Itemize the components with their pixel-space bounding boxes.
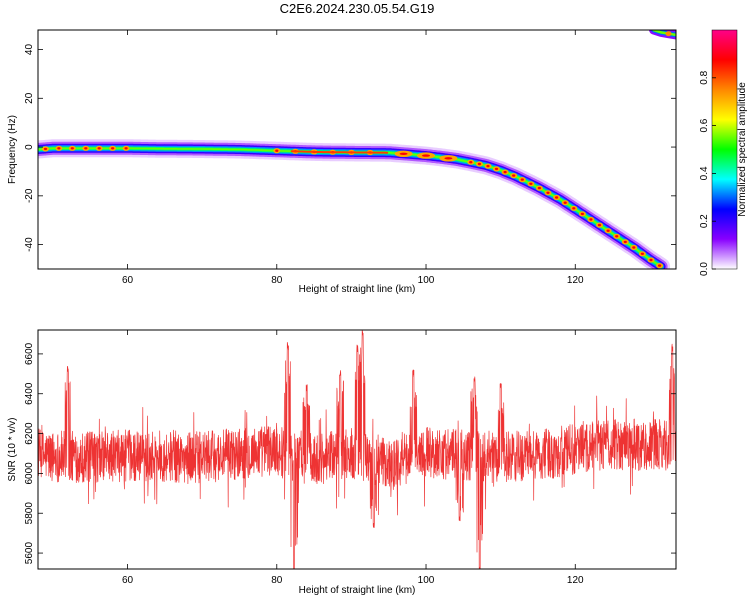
y-tick-label: 6000 [24, 462, 35, 485]
spectrogram-peak-core [43, 147, 48, 151]
spectrogram-peak-core [494, 167, 499, 171]
y-tick-label: -20 [24, 188, 35, 203]
x-tick-label: 60 [122, 275, 134, 286]
spectrogram-marks [38, 30, 676, 269]
spectrogram-panel: 60 80 100 120 -40 -20 0 20 40 Height of straight… [7, 29, 677, 295]
chart-title: C2E6.2024.230.05.54.G19 [280, 1, 435, 16]
spectrogram-peak-core [546, 191, 550, 194]
spectrogram-peak-core [444, 157, 453, 160]
spectrogram-peak-core [469, 161, 473, 164]
colorbar-tick-label: 0.0 [699, 262, 710, 276]
spectrogram-peak-core [477, 162, 481, 166]
spectrogram-y-axis-label: Frequency (Hz) [7, 115, 18, 184]
spectrogram-peak-core [597, 223, 602, 227]
spectrogram-ridge-core [290, 150, 389, 154]
spectrogram-peak-core [275, 149, 279, 152]
spectrogram-ticks: 60 80 100 120 -40 -20 0 20 40 [24, 30, 676, 286]
x-tick-label: 80 [271, 575, 283, 586]
spectrogram-peak-core [97, 147, 101, 150]
spectrogram-peak-core [124, 147, 128, 150]
colorbar-frame [711, 29, 738, 270]
spectrogram-peak-core [422, 154, 430, 157]
colorbar: 0.0 0.2 0.4 0.6 0.8 Normalized spectral ampl… [699, 29, 748, 276]
spectrogram-x-axis-label: Height of straight line (km) [299, 284, 416, 295]
spectrogram-peak [665, 31, 672, 37]
spectrogram-peak-core [580, 212, 585, 216]
y-tick-label: 5800 [24, 502, 35, 525]
spectrogram-peak-core [486, 164, 490, 168]
snr-x-axis-label: Height of straight line (km) [299, 585, 416, 596]
y-tick-label: 20 [24, 92, 35, 104]
snr-ticks: 60 80 100 120 5600 5800 6000 6200 6400 6600 [24, 330, 676, 586]
spectrogram-peak-core [632, 246, 636, 249]
spectrogram-peak-core [399, 152, 408, 155]
snr-series-line [38, 330, 676, 569]
spectrogram-peak-core [555, 196, 559, 199]
spectrogram-peak-core [503, 170, 507, 174]
colorbar-tick-label: 0.8 [699, 70, 710, 84]
x-tick-label: 100 [418, 575, 435, 586]
y-tick-label: 6400 [24, 382, 35, 405]
spectrogram-peak-core [658, 264, 662, 267]
colorbar-gradient [712, 30, 737, 269]
colorbar-label: Normalized spectral amplitude [737, 82, 748, 217]
colorbar-tick-label: 0.4 [699, 166, 710, 180]
spectrogram-peak-core [57, 147, 61, 150]
spectrogram-peak-core [529, 182, 533, 185]
colorbar-tick-label: 0.2 [699, 214, 710, 228]
spectrogram-peak-core [589, 218, 593, 221]
spectrogram-peak-core [70, 147, 74, 150]
spectrogram-secondary-ridge [652, 30, 676, 37]
spectrogram-peak-core [606, 229, 610, 232]
spectrogram-frame [37, 29, 677, 270]
colorbar-tick-label: 0.6 [699, 118, 710, 132]
x-tick-label: 120 [567, 275, 584, 286]
spectrogram-peak-core [520, 178, 524, 181]
spectrogram-peak-core [84, 147, 88, 150]
x-tick-label: 60 [122, 575, 134, 586]
snr-y-axis-label: SNR (10 * v/v) [7, 418, 18, 482]
x-tick-label: 80 [271, 275, 283, 286]
y-tick-label: 6200 [24, 422, 35, 445]
y-tick-label: 6600 [24, 342, 35, 365]
spectrogram-peak-core [563, 201, 567, 204]
spectrogram-peak-core [623, 240, 627, 244]
y-tick-label: -40 [24, 237, 35, 252]
snr-panel: 60 80 100 120 5600 5800 6000 6200 6400 6600 Heigh… [7, 329, 677, 596]
spectrogram-peak-core [111, 147, 115, 150]
spectrogram-peak-core [512, 174, 516, 177]
snr-frame [37, 329, 677, 570]
spectrogram-peak-core [640, 252, 645, 255]
colorbar-ticks: 0.0 0.2 0.4 0.6 0.8 [699, 70, 716, 276]
spectrogram-peak-core [537, 186, 542, 190]
x-tick-label: 120 [567, 575, 584, 586]
y-tick-label: 40 [24, 44, 35, 56]
x-tick-label: 100 [418, 275, 435, 286]
y-tick-label: 5600 [24, 542, 35, 565]
y-tick-label: 0 [24, 144, 35, 150]
spectrogram-peak-core [572, 207, 576, 210]
spectrogram-peak-core [649, 258, 653, 262]
spectrogram-peak-core [615, 235, 619, 238]
